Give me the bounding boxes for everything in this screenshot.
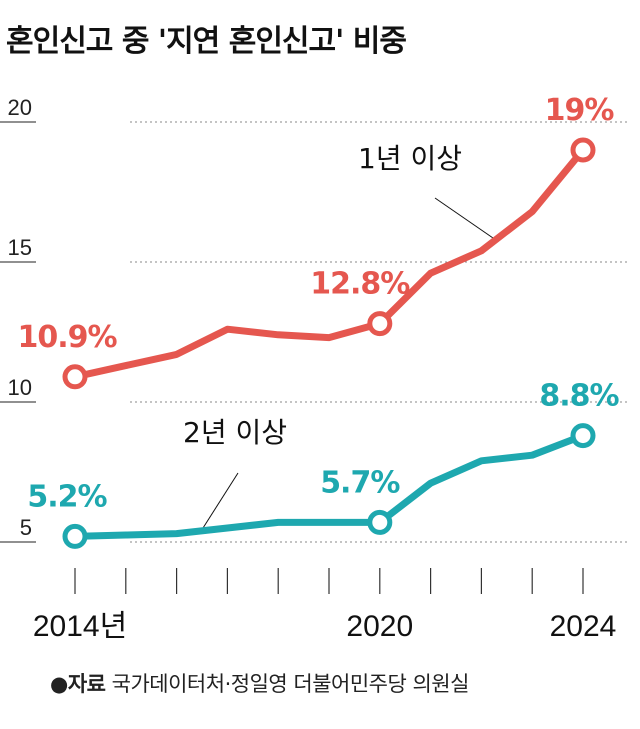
chart-title: 혼인신고 중 '지연 혼인신고' 비중	[6, 24, 407, 59]
x-tick-label: 2014년	[33, 610, 127, 643]
source-text: 국가데이터처·정일영 더불어민주당 의원실	[111, 672, 470, 696]
y-tick-label: 20	[8, 95, 32, 120]
data-label: 5.7%	[320, 465, 400, 500]
leader-line-series1	[434, 197, 494, 239]
x-tick-label: 2024	[550, 610, 617, 643]
data-point-marker	[367, 509, 393, 535]
source-label: 자료	[67, 672, 106, 696]
data-label: 8.8%	[539, 379, 619, 414]
data-point-marker	[570, 137, 596, 163]
y-tick-label: 10	[8, 375, 32, 400]
series-name-label: 1년 이상	[358, 142, 462, 175]
series-line	[71, 146, 587, 381]
series-line	[71, 432, 587, 540]
leader-line-series2	[202, 472, 239, 529]
data-point-marker	[570, 423, 596, 449]
series-name-label: 2년 이상	[183, 416, 287, 449]
data-label: 10.9%	[17, 320, 117, 355]
y-tick-label: 5	[20, 515, 32, 540]
data-point-marker	[62, 364, 88, 390]
data-label: 12.8%	[310, 267, 410, 302]
x-tick-label: 2020	[346, 610, 413, 643]
data-point-marker	[62, 523, 88, 549]
source-note: ●자료 국가데이터처·정일영 더불어민주당 의원실	[50, 668, 469, 698]
y-tick-label: 15	[8, 235, 32, 260]
source-bullet: ●	[50, 672, 68, 696]
data-label: 5.2%	[27, 479, 107, 514]
data-label: 19%	[545, 93, 615, 128]
data-point-marker	[367, 311, 393, 337]
